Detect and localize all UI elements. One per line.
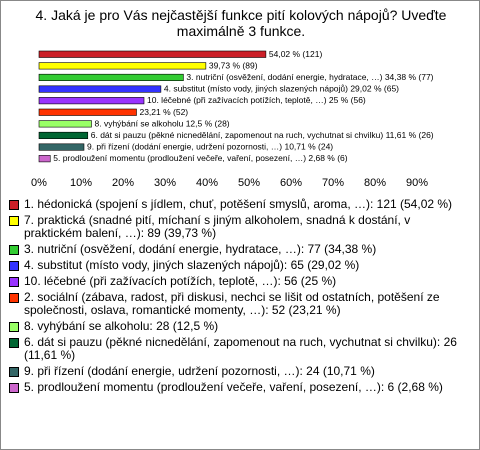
legend-label: 9. při řízení (dodání energie, udržení p… — [24, 364, 375, 378]
x-tick-label: 60% — [280, 177, 302, 189]
bar — [38, 97, 145, 105]
bar — [38, 62, 207, 70]
data-label: 3. nutriční (osvěžení, dodání energie, h… — [186, 72, 433, 82]
bar — [38, 85, 162, 93]
legend-entry: 3. nutriční (osvěžení, dodání energie, h… — [9, 243, 471, 256]
legend-entry: 4. substitut (místo vody, jiných slazený… — [9, 259, 471, 272]
legend-swatch — [9, 277, 19, 287]
legend-label: 5. prodloužení momentu (prodloužení veče… — [24, 380, 443, 394]
data-label: 8. vyhýbání se alkoholu 12,5 % (28) — [95, 118, 230, 128]
legend-swatch — [9, 200, 19, 210]
x-tick-label: 20% — [112, 177, 134, 189]
data-label: 9. při řízení (dodání energie, udržení p… — [87, 142, 333, 152]
data-label: 54,02 % (121) — [269, 49, 323, 59]
bar — [38, 131, 89, 139]
bar — [38, 155, 51, 163]
bar — [38, 73, 184, 82]
data-label: 6. dát si pauzu (pěkné nicnedělání, zapo… — [91, 130, 434, 140]
chart-title: 4. Jaká je pro Vás nejčastější funkce pi… — [35, 7, 447, 39]
legend-label: 8. vyhýbání se alkoholu: 28 (12,5 %) — [24, 319, 219, 333]
legend-label: 6. dát si pauzu (pěkné nicnedělání, zapo… — [24, 335, 457, 362]
legend-label: 2. sociální (zábava, radost, při diskusi… — [24, 290, 440, 317]
legend-label: 3. nutriční (osvěžení, dodání energie, h… — [24, 242, 377, 256]
legend-entry: 7. praktická (snadné pití, míchaní s jin… — [9, 214, 471, 240]
legend-entry: 9. při řízení (dodání energie, udržení p… — [9, 365, 471, 378]
data-label: 5. prodloužení momentu (prodloužení veče… — [53, 153, 348, 163]
data-label: 39,73 % (89) — [209, 60, 258, 70]
x-tick-label: 10% — [70, 177, 92, 189]
data-label: 23,21 % (52) — [139, 107, 188, 117]
legend-label: 10. léčebné (při zažívacích potížích, te… — [24, 274, 337, 288]
legend-swatch — [9, 261, 19, 271]
x-tick-label: 50% — [238, 177, 260, 189]
legend-entry: 2. sociální (zábava, radost, při diskusi… — [9, 291, 471, 317]
x-tick-label: 30% — [154, 177, 176, 189]
legend-swatch — [9, 338, 19, 348]
bar — [38, 108, 137, 116]
legend-label: 4. substitut (místo vody, jiných slazený… — [24, 258, 360, 272]
legend-swatch — [9, 216, 19, 226]
x-tick-label: 70% — [322, 177, 344, 189]
legend-entry: 5. prodloužení momentu (prodloužení veče… — [9, 381, 471, 394]
x-tick-label: 80% — [364, 177, 386, 189]
legend-label: 7. praktická (snadné pití, míchaní s jin… — [24, 213, 411, 240]
data-label: 10. léčebné (při zažívacích potížích, te… — [147, 95, 366, 105]
legend-swatch — [9, 293, 19, 303]
x-tick-label: 40% — [196, 177, 218, 189]
legend-label: 1. hédonická (spojení s jídlem, chuť, po… — [24, 197, 453, 211]
x-tick-label: 0% — [31, 177, 47, 189]
legend: 1. hédonická (spojení s jídlem, chuť, po… — [9, 198, 471, 397]
bar — [38, 50, 267, 58]
legend-swatch — [9, 245, 19, 255]
data-label: 4. substitut (místo vody, jiných slazený… — [164, 84, 399, 94]
legend-swatch — [9, 367, 19, 377]
x-tick-label: 90% — [406, 177, 428, 189]
bar — [38, 120, 92, 128]
legend-swatch — [9, 383, 19, 393]
legend-entry: 10. léčebné (při zažívacích potížích, te… — [9, 275, 471, 288]
legend-swatch — [9, 322, 19, 332]
legend-entry: 8. vyhýbání se alkoholu: 28 (12,5 %) — [9, 320, 471, 333]
bar — [38, 143, 85, 151]
legend-entry: 1. hédonická (spojení s jídlem, chuť, po… — [9, 198, 471, 211]
legend-entry: 6. dát si pauzu (pěkné nicnedělání, zapo… — [9, 336, 471, 362]
plot: 0% 10% 20% 30% 40% 50% 60% 70% 80% 90% 54,02 % (12… — [31, 49, 434, 189]
